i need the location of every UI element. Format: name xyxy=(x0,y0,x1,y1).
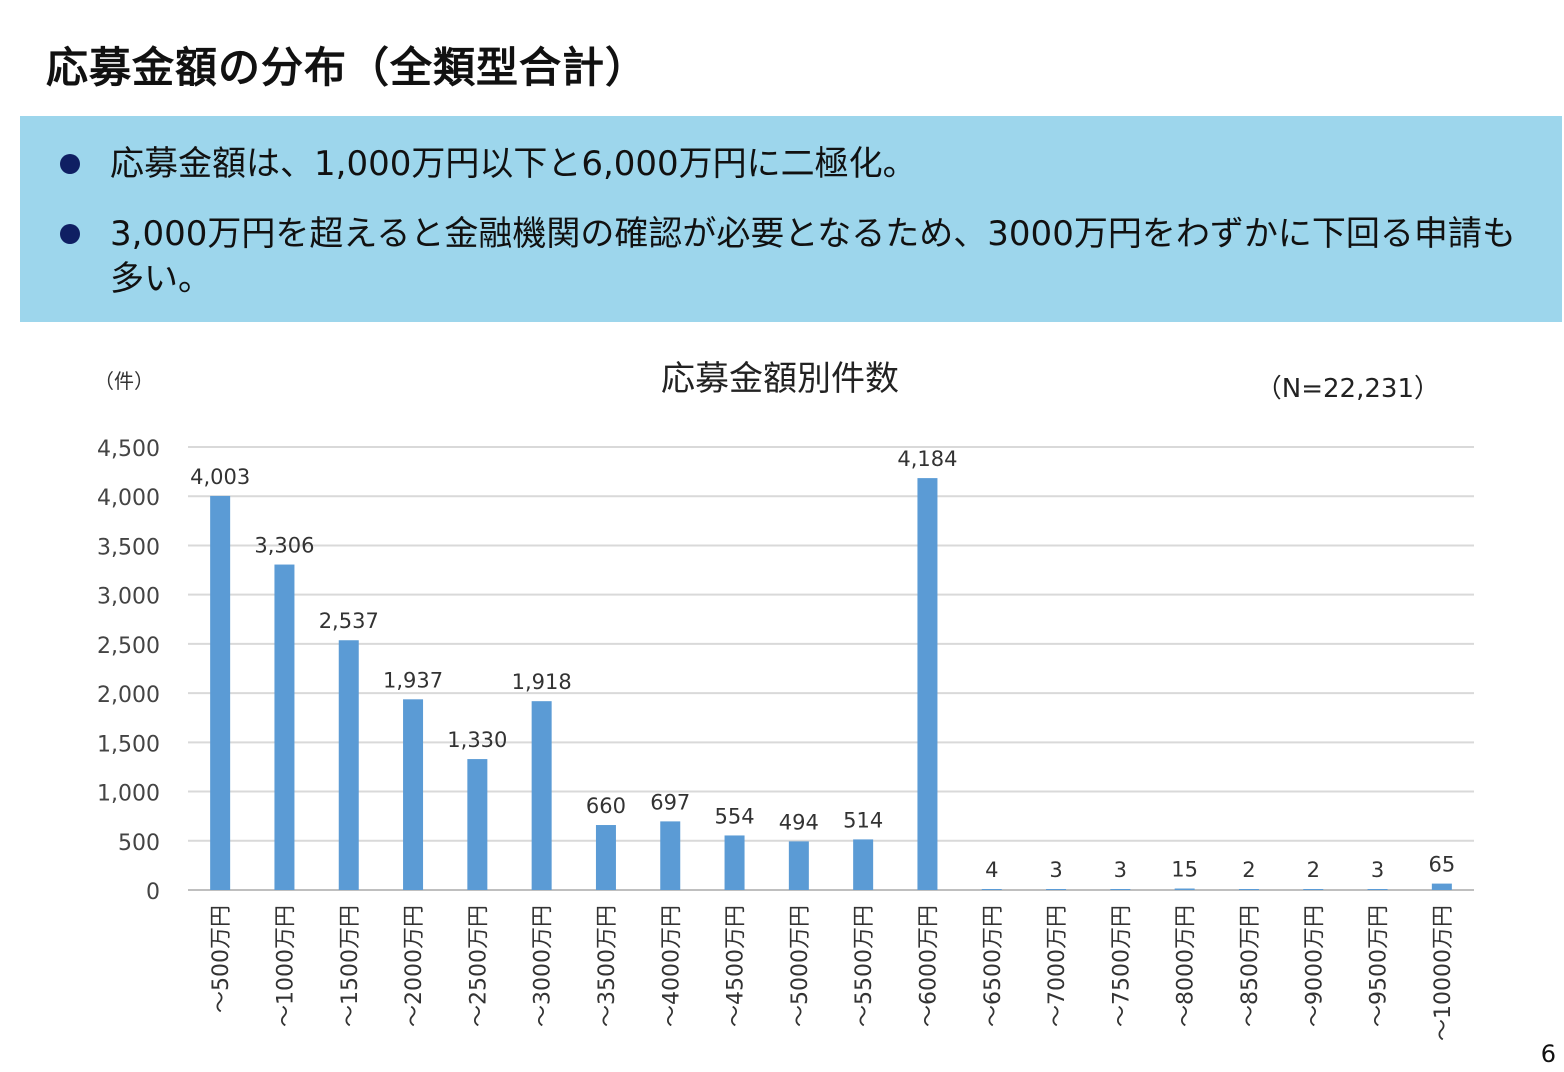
y-tick-label: 3,500 xyxy=(97,535,160,560)
data-label: 2 xyxy=(1242,858,1255,882)
x-tick-label: ～9000万円 xyxy=(1302,905,1327,1027)
page-title: 応募金額の分布（全類型合計） xyxy=(46,43,649,92)
y-tick-label: 3,000 xyxy=(97,585,160,610)
x-tick-label: ～7000万円 xyxy=(1045,905,1070,1027)
x-tick-label: ～2000万円 xyxy=(402,905,427,1027)
bar xyxy=(1431,883,1452,890)
bar xyxy=(1367,889,1388,890)
data-label: 4,003 xyxy=(190,465,250,489)
data-label: 494 xyxy=(779,810,819,834)
bullet-text: 応募金額は、1,000万円以下と6,000万円に二極化。 xyxy=(110,144,917,184)
data-label: 660 xyxy=(586,794,626,818)
y-tick-label: 4,000 xyxy=(97,486,160,511)
bar xyxy=(660,821,681,890)
y-tick-label: 500 xyxy=(118,831,160,856)
y-tick-label: 1,000 xyxy=(97,782,160,807)
bar xyxy=(467,759,488,890)
x-tick-label: ～6500万円 xyxy=(981,905,1006,1027)
x-tick-label: ～1500万円 xyxy=(338,905,363,1027)
data-label: 4,184 xyxy=(897,447,957,471)
bar xyxy=(917,478,938,890)
data-label: 1,918 xyxy=(512,670,572,694)
x-tick-label: ～7500万円 xyxy=(1109,905,1134,1027)
bar xyxy=(981,889,1002,890)
x-tick-label: ～10000万円 xyxy=(1431,905,1456,1041)
x-tick-label: ～9500万円 xyxy=(1367,905,1392,1027)
bar xyxy=(595,825,616,890)
data-label: 2 xyxy=(1307,858,1320,882)
bar xyxy=(1174,888,1195,890)
bar xyxy=(1110,889,1131,890)
data-label: 2,537 xyxy=(319,609,379,633)
bar xyxy=(1238,889,1259,890)
data-label: 3 xyxy=(1114,858,1127,882)
data-label: 554 xyxy=(715,804,755,828)
y-tick-label: 0 xyxy=(146,880,160,905)
y-axis-unit: （件） xyxy=(94,369,154,393)
data-label: 1,937 xyxy=(383,668,443,692)
page-number: 6 xyxy=(1540,1040,1556,1068)
x-tick-label: ～1000万円 xyxy=(273,905,298,1027)
chart-title: 応募金額別件数 xyxy=(661,359,899,399)
summary-box: 応募金額は、1,000万円以下と6,000万円に二極化。 3,000万円を超える… xyxy=(20,116,1562,322)
bar xyxy=(1303,889,1324,890)
bar xyxy=(274,564,295,890)
x-tick-label: ～4500万円 xyxy=(724,905,749,1027)
y-tick-label: 4,500 xyxy=(97,437,160,462)
bar xyxy=(853,839,874,890)
data-label: 1,330 xyxy=(447,728,507,752)
bar xyxy=(788,841,809,890)
sample-size-note: （N=22,231） xyxy=(1256,374,1440,404)
x-tick-label: ～3000万円 xyxy=(531,905,556,1027)
bar xyxy=(338,640,359,890)
x-tick-label: ～6000万円 xyxy=(916,905,941,1027)
data-label: 697 xyxy=(650,790,690,814)
x-tick-label: ～8000万円 xyxy=(1174,905,1199,1027)
bar xyxy=(210,495,231,890)
bullet-dot-icon xyxy=(60,224,80,244)
x-tick-label: ～5000万円 xyxy=(788,905,813,1027)
bullet-text: 3,000万円を超えると金融機関の確認が必要となるため、3000万円をわずかに下… xyxy=(110,214,1516,299)
data-label: 15 xyxy=(1171,858,1198,882)
y-tick-label: 2,500 xyxy=(97,634,160,659)
bullet-dot-icon xyxy=(60,154,80,174)
x-tick-label: ～4000万円 xyxy=(659,905,684,1027)
data-label: 514 xyxy=(843,808,883,832)
x-tick-label: ～2500万円 xyxy=(466,905,491,1027)
bar xyxy=(724,835,745,890)
x-tick-label: ～500万円 xyxy=(209,905,234,1013)
y-tick-label: 2,000 xyxy=(97,683,160,708)
data-label: 3 xyxy=(1049,858,1062,882)
data-label: 3,306 xyxy=(254,534,314,558)
bar xyxy=(1046,889,1067,890)
x-tick-label: ～3500万円 xyxy=(595,905,620,1027)
bar xyxy=(531,701,552,890)
data-label: 4 xyxy=(985,858,998,882)
data-label: 65 xyxy=(1428,853,1455,877)
data-label: 3 xyxy=(1371,858,1384,882)
x-tick-label: ～5500万円 xyxy=(852,905,877,1027)
x-tick-label: ～8500万円 xyxy=(1238,905,1263,1027)
bar xyxy=(403,699,424,890)
y-tick-label: 1,500 xyxy=(97,732,160,757)
